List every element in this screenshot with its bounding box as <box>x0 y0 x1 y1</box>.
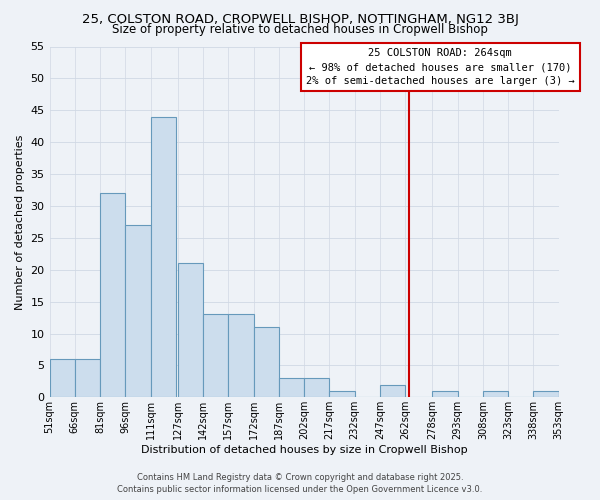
Text: 25, COLSTON ROAD, CROPWELL BISHOP, NOTTINGHAM, NG12 3BJ: 25, COLSTON ROAD, CROPWELL BISHOP, NOTTI… <box>82 12 518 26</box>
Bar <box>75 359 100 398</box>
Bar <box>533 391 559 398</box>
Text: Contains HM Land Registry data © Crown copyright and database right 2025.
Contai: Contains HM Land Registry data © Crown c… <box>118 472 482 494</box>
Y-axis label: Number of detached properties: Number of detached properties <box>15 134 25 310</box>
X-axis label: Distribution of detached houses by size in Cropwell Bishop: Distribution of detached houses by size … <box>141 445 467 455</box>
Bar <box>279 378 304 398</box>
Bar <box>125 225 151 398</box>
Bar <box>432 391 458 398</box>
Text: 25 COLSTON ROAD: 264sqm
← 98% of detached houses are smaller (170)
2% of semi-de: 25 COLSTON ROAD: 264sqm ← 98% of detache… <box>306 48 575 86</box>
Bar <box>100 193 125 398</box>
Bar <box>380 384 406 398</box>
Bar <box>178 264 203 398</box>
Bar <box>151 116 176 398</box>
Bar <box>559 391 584 398</box>
Bar <box>254 327 279 398</box>
Bar <box>203 314 228 398</box>
Bar <box>483 391 508 398</box>
Bar <box>228 314 254 398</box>
Bar <box>304 378 329 398</box>
Bar <box>50 359 75 398</box>
Text: Size of property relative to detached houses in Cropwell Bishop: Size of property relative to detached ho… <box>112 22 488 36</box>
Bar <box>329 391 355 398</box>
